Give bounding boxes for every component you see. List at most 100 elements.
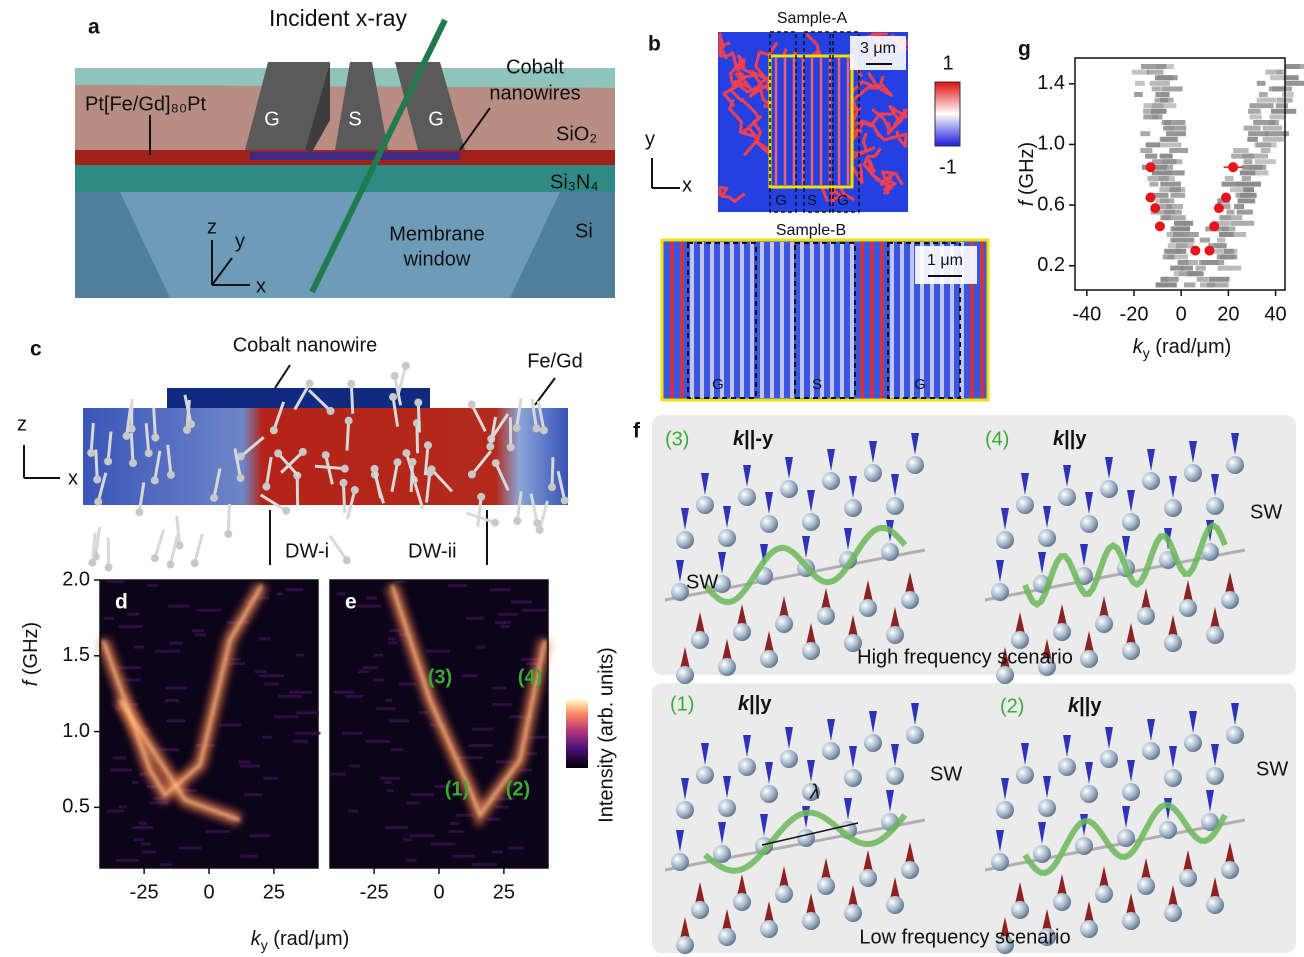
wavelength-label: λ [809, 781, 820, 803]
background-intensity [1160, 277, 1168, 282]
stripe [780, 242, 784, 398]
background-intensity [1263, 137, 1284, 142]
arrow-head [402, 362, 410, 370]
heatmap-noise [495, 806, 508, 809]
background-intensity [1244, 126, 1261, 131]
heatmap-noise [411, 793, 434, 796]
arrow-head [93, 476, 101, 484]
scenario-number: (3) [665, 428, 689, 450]
spin-sphere [718, 529, 736, 547]
background-intensity [1224, 249, 1234, 254]
heatmap-noise [349, 765, 359, 768]
heatmap-noise [165, 687, 186, 690]
heatmap-noise [168, 605, 189, 608]
scenario-title: Low frequency scenario [859, 926, 1070, 948]
heatmap-noise [385, 781, 392, 784]
data-point [1204, 246, 1214, 256]
region-label: G [712, 376, 724, 393]
arrow-head [491, 519, 499, 527]
annotation: (1) [445, 778, 469, 800]
background-intensity [1158, 75, 1178, 80]
data-point [1221, 193, 1231, 203]
axis-name: x [682, 174, 692, 196]
arrow-head [224, 530, 232, 538]
annotation: (4) [518, 666, 542, 688]
spin-wave-label: SW [686, 571, 718, 593]
spin-sphere [691, 631, 709, 649]
heatmap-noise [274, 715, 298, 718]
arrow-head [345, 417, 353, 425]
spin-sphere [1164, 904, 1182, 922]
spin-sphere [1122, 513, 1140, 531]
heatmap-noise [345, 695, 363, 698]
arrow-head [391, 372, 399, 380]
spin-sphere [760, 650, 778, 668]
heatmap-noise [453, 855, 476, 858]
background-intensity [1248, 131, 1268, 136]
spin-arrow [96, 450, 97, 480]
background-intensity [1160, 215, 1185, 220]
heatmap-noise [461, 674, 477, 677]
spin-sphere [696, 496, 714, 514]
background-intensity [1141, 64, 1166, 69]
data-point [1146, 162, 1156, 172]
x-tick-label: -20 [1120, 303, 1149, 325]
heatmap-noise [277, 592, 284, 595]
arrow-head [339, 479, 347, 487]
arrow-head [94, 498, 102, 506]
background-intensity [1286, 64, 1300, 69]
spin-sphere [1221, 591, 1239, 609]
stripe [870, 242, 874, 398]
background-intensity [1159, 176, 1175, 181]
background-intensity [1152, 103, 1177, 108]
background-intensity [1230, 221, 1254, 226]
background-intensity [1181, 266, 1193, 271]
spin-sphere [1075, 837, 1093, 855]
spin-sphere [1038, 529, 1056, 547]
arrow-head [262, 483, 270, 491]
heatmap-noise [333, 691, 354, 694]
spin-sphere [1100, 480, 1118, 498]
layer-label: Si₃N₄ [550, 171, 599, 193]
background-intensity [1222, 226, 1236, 231]
heatmap-noise [240, 765, 260, 768]
background-intensity [1242, 176, 1251, 181]
spin-sphere [886, 896, 904, 914]
region-label: G [837, 192, 849, 209]
spin-sphere [780, 480, 798, 498]
background-intensity [1172, 226, 1190, 231]
stripe [790, 242, 794, 398]
arrow-head [424, 441, 432, 449]
heatmap-noise [448, 584, 467, 587]
heatmap-noise [337, 592, 345, 595]
heatmap-noise [240, 855, 257, 858]
heatmap-noise [113, 756, 127, 759]
stripe [730, 242, 734, 398]
heatmap-noise [289, 691, 312, 694]
panel-label: g [1018, 38, 1031, 61]
panel-label: c [30, 338, 42, 361]
background-intensity [1160, 198, 1174, 203]
background-intensity [1162, 159, 1182, 164]
spin-sphere [676, 531, 694, 549]
stripe [980, 242, 984, 398]
background-intensity [1135, 81, 1145, 86]
heatmap-noise [160, 863, 171, 866]
spin-sphere [1206, 626, 1224, 644]
arrow-head [507, 443, 515, 451]
heatmap-noise [403, 838, 413, 841]
arrow-head [87, 449, 95, 457]
arrow-head [274, 449, 282, 457]
wall-label: DW-ii [408, 540, 457, 562]
spin-sphere [775, 885, 793, 903]
heatmap-noise [406, 859, 416, 862]
background-intensity [1247, 137, 1258, 142]
spin-arrow [131, 433, 133, 463]
arrow-head [540, 426, 548, 434]
spin-sphere [797, 829, 815, 847]
background-intensity [1257, 81, 1266, 86]
scenario-number: (2) [1000, 695, 1024, 717]
spin-arrow [195, 534, 203, 563]
data-point [1146, 193, 1156, 203]
background-intensity [1143, 114, 1158, 119]
